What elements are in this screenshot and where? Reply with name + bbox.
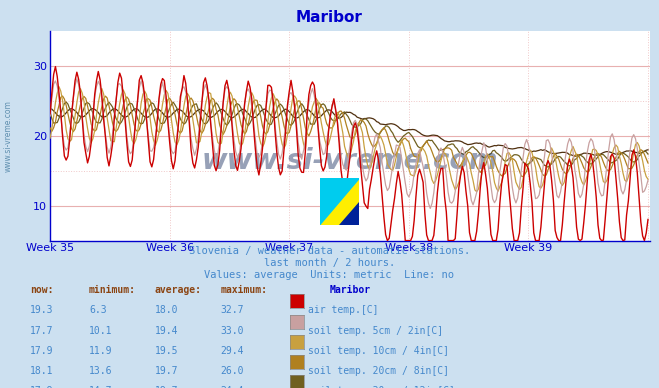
Text: 19.4: 19.4 — [155, 326, 179, 336]
Text: 19.7: 19.7 — [155, 386, 179, 388]
Text: 13.6: 13.6 — [89, 366, 113, 376]
Text: now:: now: — [30, 285, 53, 295]
Text: 17.7: 17.7 — [30, 326, 53, 336]
Text: 14.7: 14.7 — [89, 386, 113, 388]
Text: 32.7: 32.7 — [221, 305, 244, 315]
Text: 18.0: 18.0 — [155, 305, 179, 315]
Text: 24.4: 24.4 — [221, 386, 244, 388]
Text: 11.9: 11.9 — [89, 346, 113, 356]
Text: last month / 2 hours.: last month / 2 hours. — [264, 258, 395, 268]
Text: 33.0: 33.0 — [221, 326, 244, 336]
Text: 10.1: 10.1 — [89, 326, 113, 336]
Text: 6.3: 6.3 — [89, 305, 107, 315]
Text: 17.9: 17.9 — [30, 346, 53, 356]
Text: air temp.[C]: air temp.[C] — [308, 305, 379, 315]
Text: Maribor: Maribor — [330, 285, 370, 295]
Text: 19.5: 19.5 — [155, 346, 179, 356]
Text: Slovenia / weather data - automatic stations.: Slovenia / weather data - automatic stat… — [189, 246, 470, 256]
Text: soil temp. 30cm / 12in[C]: soil temp. 30cm / 12in[C] — [308, 386, 455, 388]
Text: soil temp. 20cm / 8in[C]: soil temp. 20cm / 8in[C] — [308, 366, 449, 376]
Text: 19.7: 19.7 — [155, 366, 179, 376]
Text: Maribor: Maribor — [296, 10, 363, 25]
Text: 26.0: 26.0 — [221, 366, 244, 376]
Polygon shape — [320, 178, 359, 225]
Text: soil temp. 5cm / 2in[C]: soil temp. 5cm / 2in[C] — [308, 326, 444, 336]
Text: minimum:: minimum: — [89, 285, 136, 295]
Text: soil temp. 10cm / 4in[C]: soil temp. 10cm / 4in[C] — [308, 346, 449, 356]
Polygon shape — [320, 178, 359, 225]
Text: average:: average: — [155, 285, 202, 295]
Text: maximum:: maximum: — [221, 285, 268, 295]
Text: www.si-vreme.com: www.si-vreme.com — [4, 100, 13, 172]
Text: 29.4: 29.4 — [221, 346, 244, 356]
Polygon shape — [339, 202, 359, 225]
Text: www.si-vreme.com: www.si-vreme.com — [202, 147, 498, 175]
Text: Values: average  Units: metric  Line: no: Values: average Units: metric Line: no — [204, 270, 455, 280]
Text: 18.1: 18.1 — [30, 366, 53, 376]
Text: 17.9: 17.9 — [30, 386, 53, 388]
Text: 19.3: 19.3 — [30, 305, 53, 315]
